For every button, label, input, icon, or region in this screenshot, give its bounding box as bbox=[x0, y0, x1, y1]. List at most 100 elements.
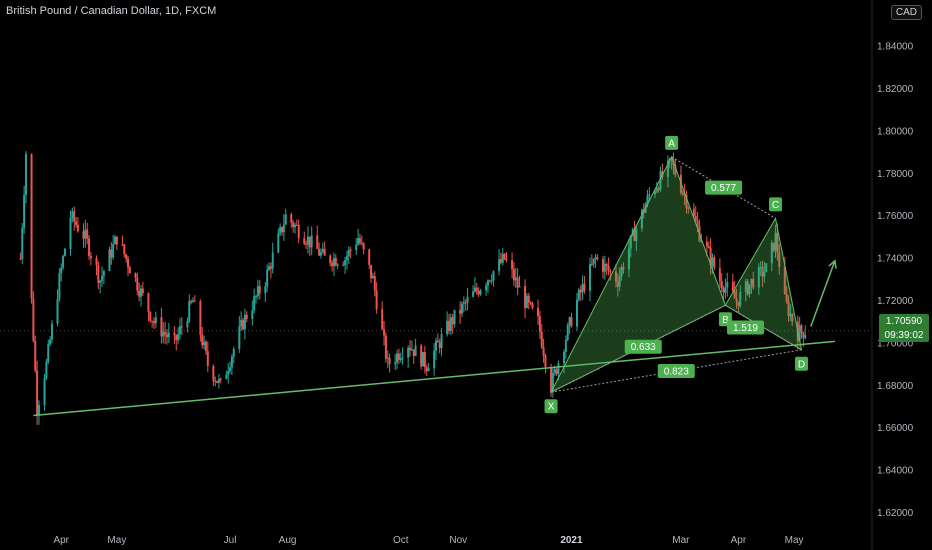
candle-body bbox=[696, 220, 699, 226]
x-tick-label: 2021 bbox=[560, 535, 583, 546]
candle-body bbox=[581, 283, 584, 293]
candle-body bbox=[138, 290, 141, 297]
candle-body bbox=[501, 253, 504, 263]
x-tick-label: Aug bbox=[279, 535, 297, 546]
candle-body bbox=[255, 296, 258, 298]
candle-body bbox=[71, 211, 74, 218]
x-tick-label: Jul bbox=[224, 535, 237, 546]
candle-body bbox=[685, 194, 688, 209]
candle-body bbox=[453, 309, 456, 325]
candle-body bbox=[694, 215, 697, 221]
candle-body bbox=[290, 214, 293, 223]
candle-body bbox=[362, 243, 365, 250]
candle-body bbox=[45, 361, 48, 379]
candle-body bbox=[485, 285, 488, 291]
candle-body bbox=[358, 238, 361, 243]
ratio-label: 0.633 bbox=[631, 342, 656, 353]
ratio-label-bg bbox=[705, 180, 743, 195]
support-trendline[interactable] bbox=[33, 340, 835, 417]
candle-body bbox=[449, 317, 452, 332]
candle-body bbox=[433, 350, 436, 369]
candle-body bbox=[627, 248, 630, 270]
currency-button[interactable]: CAD bbox=[890, 5, 922, 20]
candle-body bbox=[240, 319, 243, 327]
harmonic-pattern[interactable]: X A B C D 0.577 0.633 1.519 0.823 bbox=[544, 135, 808, 414]
candle-body bbox=[592, 258, 595, 265]
candle-body bbox=[323, 248, 326, 256]
candle-body bbox=[550, 367, 553, 393]
candle-body bbox=[785, 293, 788, 302]
candle-body bbox=[733, 291, 736, 299]
candle-body bbox=[737, 301, 740, 306]
candle-body bbox=[329, 255, 332, 263]
candle-body bbox=[21, 227, 24, 259]
candle-body bbox=[499, 259, 502, 263]
candle-body bbox=[355, 244, 358, 251]
candle-body bbox=[629, 235, 632, 249]
candle-body bbox=[47, 344, 50, 362]
projection-arrow[interactable] bbox=[810, 260, 836, 327]
candle-body bbox=[540, 331, 543, 348]
candle-body bbox=[164, 331, 167, 335]
candle-body bbox=[121, 244, 124, 246]
candle-body bbox=[657, 188, 660, 190]
y-tick-label: 1.62000 bbox=[877, 508, 914, 519]
candle-body bbox=[726, 281, 729, 288]
candle-body bbox=[568, 317, 571, 325]
candle-body bbox=[601, 259, 604, 272]
candle-body bbox=[269, 266, 272, 269]
candle-body bbox=[655, 188, 658, 192]
candle-body bbox=[114, 236, 117, 245]
candle-body bbox=[596, 257, 599, 260]
candle-body bbox=[744, 281, 747, 292]
candle-body bbox=[659, 171, 662, 190]
candle-body bbox=[427, 368, 430, 372]
y-tick-label: 1.74000 bbox=[877, 254, 914, 265]
x-tick-label: Oct bbox=[393, 535, 409, 546]
ratio-label-bg bbox=[657, 364, 695, 378]
candle-body bbox=[342, 264, 345, 266]
candle-body bbox=[425, 367, 428, 372]
candle-body bbox=[127, 258, 130, 268]
candle-body bbox=[553, 369, 556, 373]
pattern-triangle-xab bbox=[549, 155, 727, 394]
candle-body bbox=[687, 208, 690, 210]
candle-body bbox=[609, 270, 612, 272]
candle-body bbox=[384, 335, 387, 359]
candle-body bbox=[386, 357, 389, 359]
candle-body bbox=[306, 236, 309, 245]
candle-body bbox=[151, 320, 154, 322]
candle-body bbox=[724, 287, 727, 293]
candle-body bbox=[191, 300, 194, 303]
candle-body bbox=[435, 340, 437, 351]
candle-body bbox=[136, 277, 139, 291]
candle-body bbox=[63, 248, 66, 257]
candle-body bbox=[30, 154, 33, 299]
candle-body bbox=[388, 357, 391, 365]
candle-body bbox=[251, 310, 254, 319]
candle-body bbox=[420, 345, 423, 367]
candle-body bbox=[32, 298, 35, 341]
candle-body bbox=[49, 339, 52, 345]
candle-body bbox=[787, 301, 790, 317]
candle-body bbox=[409, 347, 412, 350]
candle-body bbox=[282, 224, 285, 233]
candle-body bbox=[37, 404, 40, 415]
candle-body bbox=[305, 243, 308, 245]
x-tick-label: May bbox=[107, 535, 126, 546]
candle-body bbox=[709, 247, 712, 266]
candle-body bbox=[711, 257, 714, 266]
candle-body bbox=[232, 348, 235, 357]
candle-body bbox=[152, 321, 155, 324]
y-tick-label: 1.82000 bbox=[877, 84, 914, 95]
candle-body bbox=[193, 300, 196, 302]
candle-body bbox=[186, 321, 189, 328]
candle-body bbox=[666, 160, 669, 177]
candle-body bbox=[563, 351, 566, 364]
candle-body bbox=[603, 263, 606, 272]
candle-body bbox=[24, 154, 27, 196]
candle-body bbox=[588, 264, 591, 291]
candle-body bbox=[486, 280, 489, 286]
candle-body bbox=[653, 191, 656, 195]
